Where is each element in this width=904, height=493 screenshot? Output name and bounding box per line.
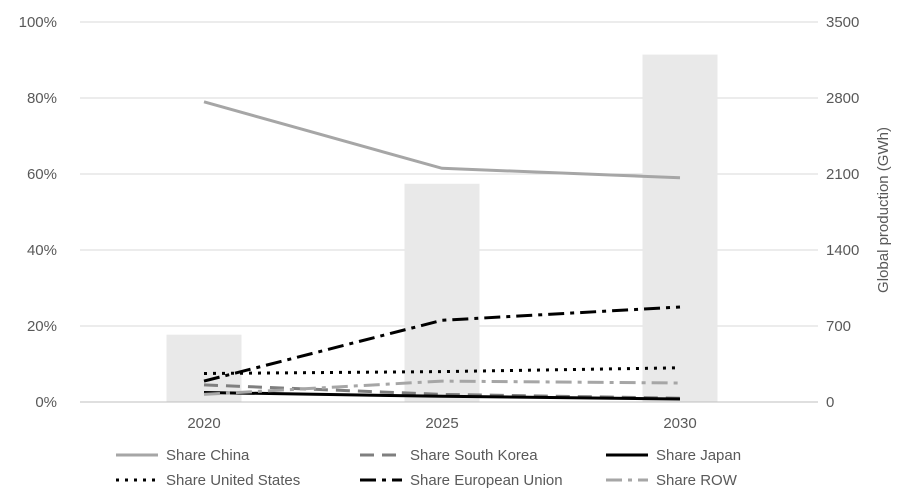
legend-item: Share South Korea (360, 447, 538, 464)
legend-label: Share European Union (410, 472, 563, 489)
left-tick-label: 60% (27, 166, 57, 183)
legend: Share China Share South Korea Share Japan S… (116, 447, 741, 489)
series-line (203, 391, 681, 401)
left-tick-label: 20% (27, 318, 57, 335)
x-tick-label: 2020 (187, 415, 220, 432)
x-tick-label: 2030 (663, 415, 696, 432)
axes: 2020 2025 2030 0% 20% 40% 60% 80% 100% 0 700 1400 21… (19, 14, 860, 432)
series-line (203, 100, 681, 180)
left-tick-label: 100% (19, 14, 57, 31)
production-bar (166, 334, 242, 402)
legend-item: Share European Union (360, 472, 563, 489)
legend-label: Share United States (166, 472, 300, 489)
legend-label: Share South Korea (410, 447, 538, 464)
left-tick-label: 0% (35, 394, 57, 411)
production-bar (404, 183, 480, 402)
right-tick-label: 2100 (826, 166, 859, 183)
right-tick-label: 3500 (826, 14, 859, 31)
legend-label: Share ROW (656, 472, 738, 489)
legend-item: Share ROW (606, 472, 738, 489)
x-tick-label: 2025 (425, 415, 458, 432)
right-tick-label: 1400 (826, 242, 859, 259)
share-lines (203, 100, 681, 401)
legend-item: Share United States (116, 472, 300, 489)
legend-label: Share Japan (656, 447, 741, 464)
legend-item: Share China (116, 447, 250, 464)
right-tick-label: 700 (826, 318, 851, 335)
left-tick-label: 80% (27, 90, 57, 107)
series-line (203, 366, 681, 375)
production-bars (166, 54, 718, 402)
right-tick-label: 2800 (826, 90, 859, 107)
legend-item: Share Japan (606, 447, 741, 464)
left-tick-label: 40% (27, 242, 57, 259)
right-tick-label: 0 (826, 394, 834, 411)
series-line (203, 379, 681, 396)
legend-label: Share China (166, 447, 250, 464)
right-axis-title: Global production (GWh) (875, 127, 892, 293)
production-bar (642, 54, 718, 402)
